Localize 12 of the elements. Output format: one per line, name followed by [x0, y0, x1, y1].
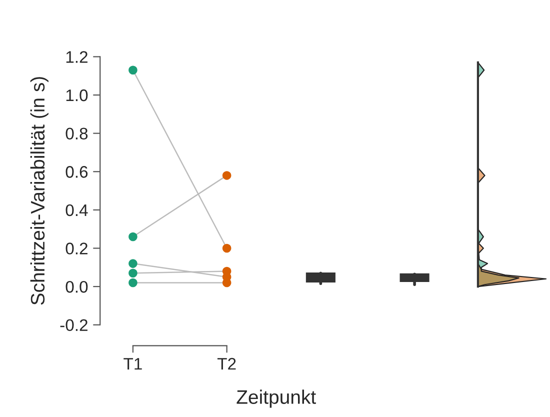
y-tick-label: 0.8 [66, 128, 88, 140]
y-tick-label: -0.2 [60, 319, 88, 332]
x-tick-label: T2 [217, 358, 236, 370]
y-axis-title: Schrittzeit-Variabilität (in s) [30, 77, 48, 305]
y-tick-label: 1.0 [66, 89, 88, 102]
y-tick-label: 1.2 [66, 51, 88, 63]
y-tick-label: 0.0 [66, 280, 88, 293]
x-tick-label: T1 [124, 358, 142, 370]
y-tick-label: 0.2 [66, 242, 88, 254]
x-axis-title: Zeitpunkt [236, 390, 316, 408]
y-tick-label: 0.4 [66, 204, 88, 216]
y-tick-label: 0.6 [66, 166, 88, 178]
